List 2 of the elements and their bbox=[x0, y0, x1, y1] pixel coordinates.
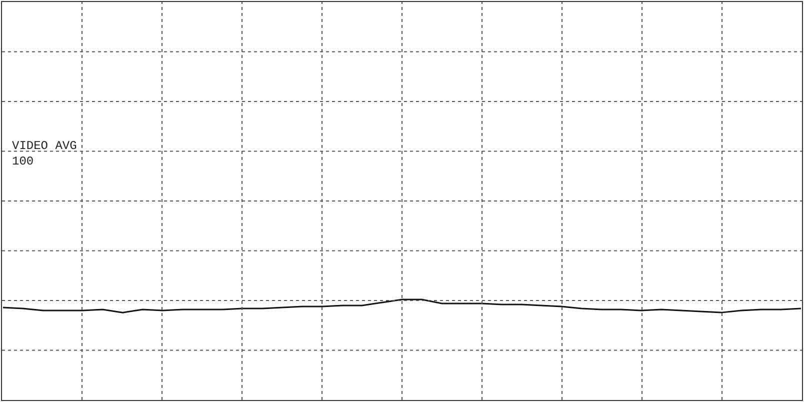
text: VIDEO AVG bbox=[12, 139, 77, 153]
text: 100 bbox=[12, 154, 34, 169]
